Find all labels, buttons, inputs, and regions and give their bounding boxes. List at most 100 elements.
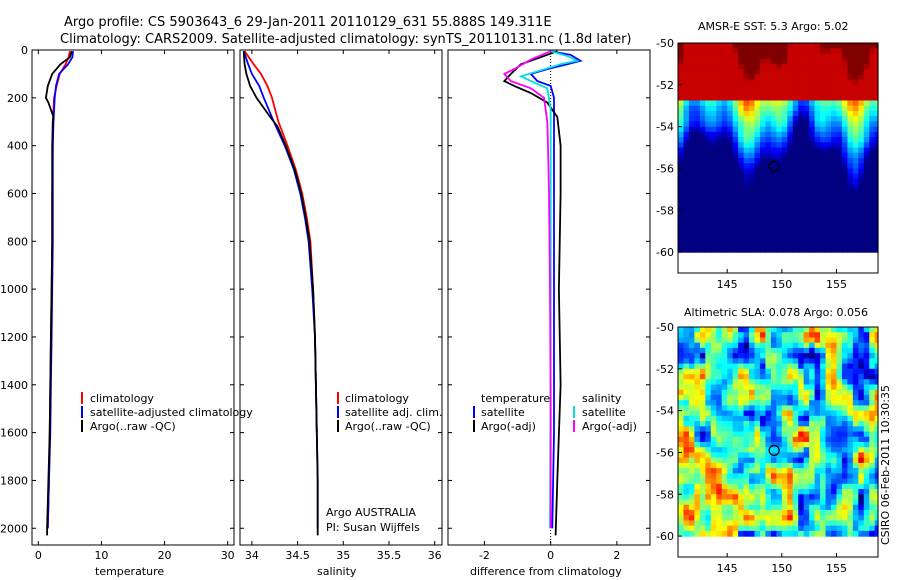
map-cell [705, 189, 712, 196]
map-cell [705, 457, 712, 464]
map-cell [765, 100, 772, 107]
map-cell [858, 90, 865, 96]
map-cell [831, 225, 838, 232]
map-cell [710, 100, 717, 107]
map-cell [841, 457, 848, 464]
map-cell [814, 405, 821, 412]
map-cell [836, 110, 843, 117]
map-cell [770, 241, 777, 248]
map-cell [699, 241, 706, 248]
map-cell [688, 363, 695, 370]
map-cell [699, 389, 706, 396]
map-cell [710, 163, 717, 170]
map-cell [781, 178, 788, 185]
map-cell [787, 489, 794, 495]
map-cell [841, 63, 848, 70]
map-cell [858, 215, 865, 222]
map-cell [781, 137, 788, 143]
map-cell [787, 210, 794, 217]
map-cell [699, 194, 706, 201]
map-cell [678, 225, 685, 232]
map-cell [732, 79, 739, 86]
map-cell [749, 210, 756, 217]
map-cell [765, 58, 772, 65]
map-cell [678, 184, 685, 190]
map-cell [831, 462, 838, 469]
map-cell [841, 515, 848, 522]
map-cell [754, 327, 761, 333]
map-cell [869, 116, 876, 123]
map-cell [770, 246, 777, 253]
map-cell [820, 205, 827, 211]
map-cell [738, 205, 745, 211]
map-cell [710, 421, 717, 427]
map-cell [710, 69, 717, 75]
map-cell [743, 447, 750, 454]
map-cell [852, 400, 859, 407]
map-cell [781, 374, 788, 380]
map-cell [836, 342, 843, 349]
map-cell [743, 220, 750, 227]
map-cell [803, 79, 810, 86]
map-cell [825, 199, 832, 206]
map-cell [694, 483, 701, 490]
map-cell [743, 158, 750, 164]
map-cell [787, 358, 794, 365]
map-cell [820, 389, 827, 396]
map-cell [710, 504, 717, 511]
map-cell [710, 210, 717, 217]
map-cell [863, 90, 870, 96]
map-cell [798, 69, 805, 75]
map-cell [820, 173, 827, 180]
map-cell [699, 473, 706, 480]
map-cell [831, 353, 838, 359]
map-cell [803, 520, 810, 527]
map-cell [694, 168, 701, 175]
map-cell [863, 436, 870, 443]
map-cell [852, 347, 859, 354]
map-cell [820, 236, 827, 243]
map-cell [716, 473, 723, 480]
map-cell [787, 43, 794, 49]
map-cell [688, 415, 695, 422]
map-cell [721, 426, 728, 433]
map-cell [858, 231, 865, 238]
map-cell [678, 205, 685, 211]
map-cell [694, 332, 701, 339]
map-cell [814, 95, 821, 102]
map-cell [694, 173, 701, 180]
map-cell [743, 121, 750, 128]
map-cell [781, 468, 788, 474]
map-cell [847, 215, 854, 222]
map-cell [847, 189, 854, 196]
map-cell [809, 63, 816, 70]
map-cell [874, 468, 879, 474]
map-cell [688, 379, 695, 386]
map-cell [688, 347, 695, 354]
map-cell [836, 494, 843, 501]
map-cell [776, 168, 783, 175]
map-cell [710, 379, 717, 386]
map-cell [869, 515, 876, 522]
map-cell [847, 483, 854, 490]
map-cell [776, 142, 783, 149]
map-cell [716, 353, 723, 359]
map-cell [699, 525, 706, 532]
map-cell [798, 236, 805, 243]
map-cell [699, 215, 706, 222]
map-cell [874, 84, 879, 91]
map-cell [699, 225, 706, 232]
map-cell [694, 121, 701, 128]
map-cell [874, 158, 879, 164]
map-cell [863, 332, 870, 339]
map-cell [776, 421, 783, 427]
map-cell [803, 327, 810, 333]
map-cell [699, 158, 706, 164]
map-x-tick-label: 145 [717, 562, 738, 575]
map-cell [809, 394, 816, 401]
map-cell [765, 168, 772, 175]
map-cell [721, 384, 728, 391]
map-cell [781, 447, 788, 454]
map-cell [847, 131, 854, 138]
